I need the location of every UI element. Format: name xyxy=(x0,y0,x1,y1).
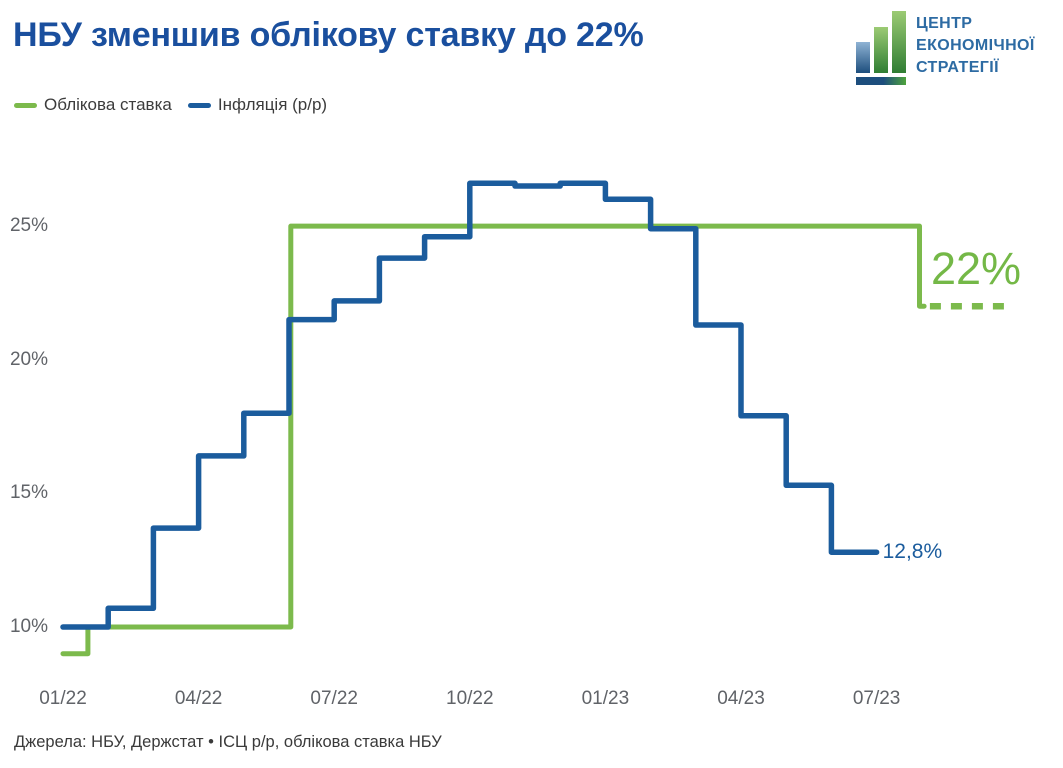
legend-label-discount-rate: Облікова ставка xyxy=(44,95,172,114)
ces-logo-text: ЦЕНТР ЕКОНОМІЧНОЇ СТРАТЕГІЇ xyxy=(916,13,1035,79)
x-axis-label-04-22: 04/22 xyxy=(174,688,223,709)
x-axis-label-01-23: 01/23 xyxy=(581,688,630,709)
y-axis-label-10: 10% xyxy=(9,616,48,637)
ces-logo: ЦЕНТР ЕКОНОМІЧНОЇ СТРАТЕГІЇ xyxy=(853,8,1035,88)
x-axis-label-10-22: 10/22 xyxy=(446,688,494,709)
legend-item-discount-rate: Облікова ставка xyxy=(14,95,172,115)
legend-item-inflation: Інфляція (р/р) xyxy=(187,95,328,115)
discount-rate-end-label: 22% xyxy=(931,243,1022,294)
y-axis-label-25: 25% xyxy=(9,215,48,237)
legend-label-inflation: Інфляція (р/р) xyxy=(217,95,328,114)
inflation-end-label: 12,8% xyxy=(882,540,943,564)
source-note: Джерела: НБУ, Держстат • ІСЦ р/р, обліко… xyxy=(14,733,442,751)
logo-line-2: ЕКОНОМІЧНОЇ xyxy=(916,37,1035,54)
logo-line-3: СТРАТЕГІЇ xyxy=(916,59,999,76)
bar-chart-logo-icon xyxy=(856,11,906,85)
x-axis-label-07-23: 07/23 xyxy=(852,688,901,709)
x-axis-label-01-22: 01/22 xyxy=(39,688,87,709)
x-axis-label-07-22: 07/22 xyxy=(310,688,358,709)
discount-rate-swatch-icon xyxy=(14,102,37,108)
legend: Облікова ставка Інфляція (р/р) xyxy=(14,95,327,115)
inflation-swatch-icon xyxy=(187,102,211,108)
x-axis-label-04-23: 04/23 xyxy=(717,688,765,709)
page-title: НБУ зменшив облікову ставку до 22% xyxy=(13,16,644,54)
y-axis-label-20: 20% xyxy=(9,348,48,370)
logo-line-1: ЦЕНТР xyxy=(916,15,973,32)
y-axis-label-15: 15% xyxy=(9,482,48,504)
